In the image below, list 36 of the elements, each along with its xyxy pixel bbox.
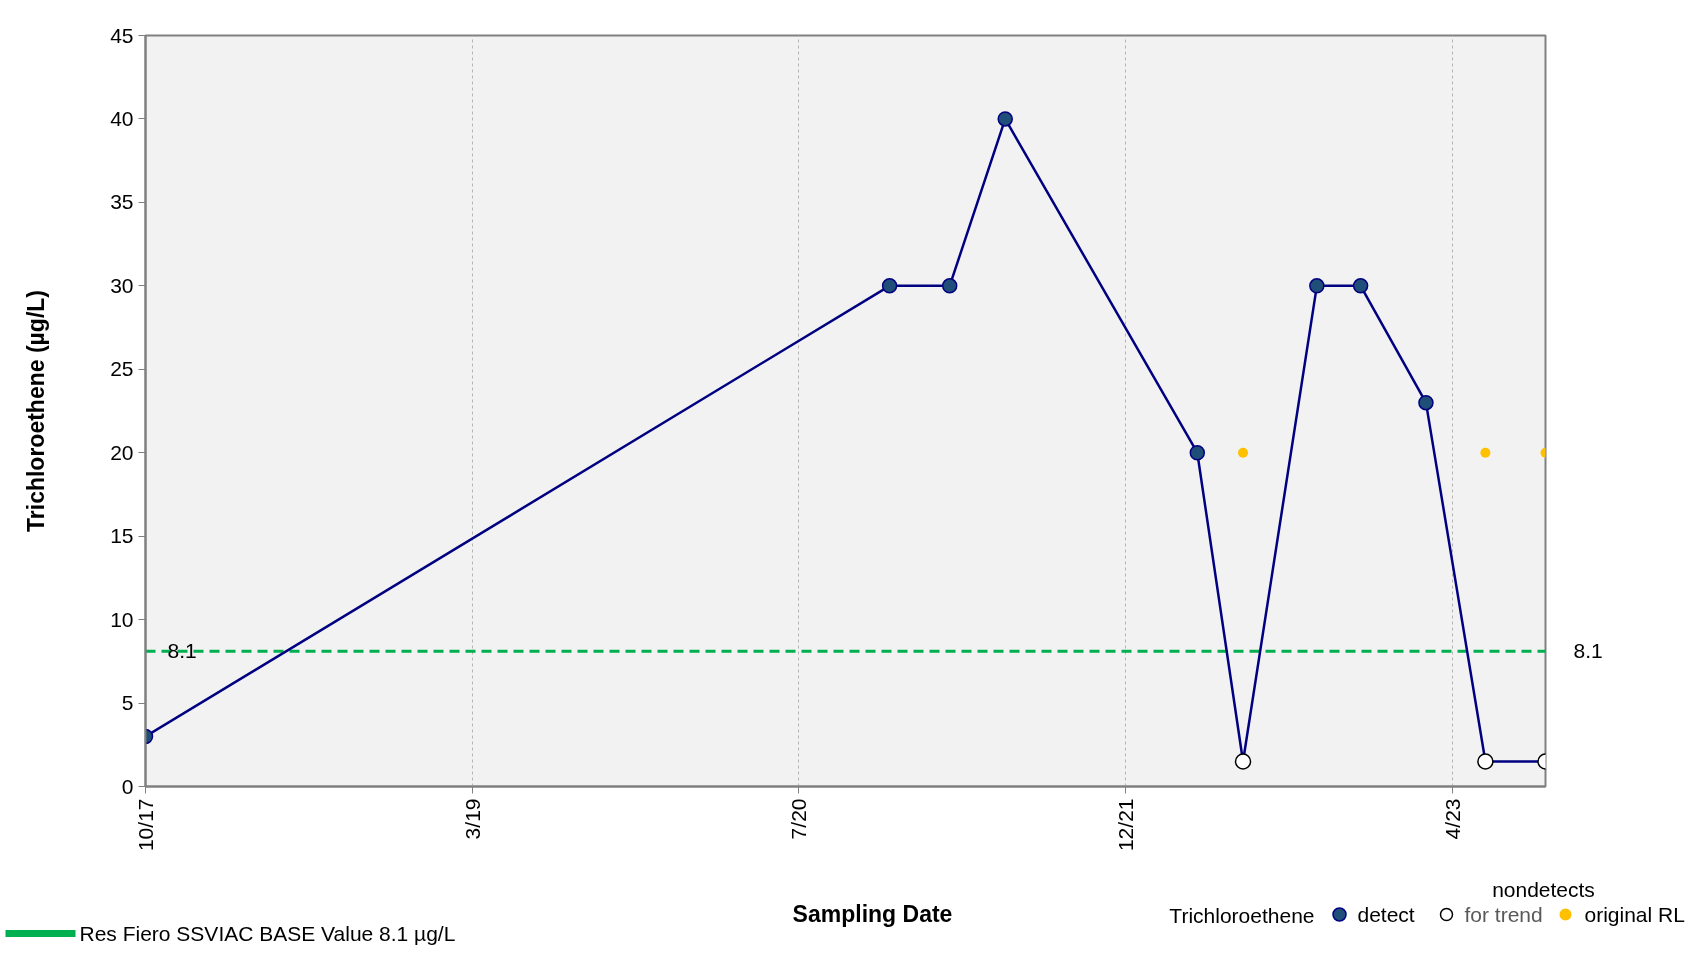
legend-label: detect [1357, 903, 1415, 926]
y-tick-label: 0 [121, 774, 134, 798]
point [1480, 447, 1491, 458]
y-tick-label: 10 [110, 607, 134, 631]
x-tick-label: 4/23 [1440, 798, 1464, 840]
point [881, 278, 898, 294]
x-tick-label: 7/20 [787, 798, 811, 840]
y-tick-label: 30 [110, 273, 134, 297]
y-tick-label: 15 [110, 524, 134, 548]
legend-title: Trichloroethene [1169, 904, 1315, 927]
y-tick-label: 20 [110, 440, 134, 464]
point [1238, 447, 1249, 458]
y-tick-label: 25 [110, 357, 134, 381]
point [1234, 753, 1252, 770]
point [941, 278, 958, 294]
annotation: 8.1 [1573, 639, 1603, 663]
point [1477, 753, 1494, 770]
y-tick-label: 45 [110, 23, 134, 47]
x-tick-label: 10/17 [134, 798, 157, 852]
y-tick-label: 5 [121, 691, 134, 715]
point [1352, 278, 1369, 294]
x-axis-title: Sampling Date [792, 900, 953, 927]
point [1309, 278, 1325, 294]
x-tick-label: 3/19 [460, 798, 484, 840]
x-tick-label: 12/21 [1113, 798, 1137, 852]
legend-label: Res Fiero SSVIAC BASE Value 8.1 µg/L [79, 922, 456, 945]
y-axis-title: Trichloroethene (µg/L) [23, 290, 50, 532]
y-tick-label: 40 [110, 106, 134, 130]
text: nondetects [1492, 878, 1595, 901]
y-tick-label: 35 [110, 190, 134, 214]
point [1418, 394, 1434, 411]
point [997, 111, 1013, 127]
point [1189, 444, 1206, 461]
legend-label: original RL [1584, 903, 1685, 926]
legend-label: for trend [1464, 903, 1543, 926]
annotation: 8.1 [167, 639, 197, 663]
